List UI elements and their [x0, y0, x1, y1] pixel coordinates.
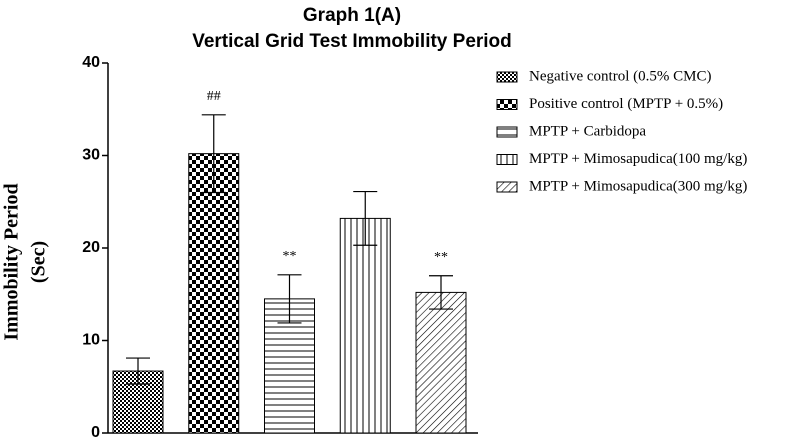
legend-label: MPTP + Mimosapudica(100 mg/kg) — [529, 151, 747, 167]
y-tick-label: 30 — [82, 147, 100, 164]
error-bar — [201, 114, 226, 194]
legend-label: Negative control (0.5% CMC) — [529, 68, 711, 84]
legend-label: Positive control (MPTP + 0.5%) — [529, 96, 723, 112]
annotation: ## — [207, 89, 221, 104]
error-bar — [429, 275, 453, 310]
legend-swatch — [496, 126, 518, 138]
chart-subtitle: Vertical Grid Test Immobility Period — [192, 31, 512, 52]
legend-label: MPTP + Carbidopa — [529, 123, 646, 139]
error-bar — [353, 190, 378, 246]
y-tick-label: 20 — [82, 239, 100, 256]
y-tick-label: 40 — [82, 54, 100, 71]
legend-swatch — [496, 99, 518, 110]
annotation: ** — [434, 250, 448, 265]
error-bar — [277, 274, 302, 324]
legend-swatch — [496, 181, 518, 193]
legend-label: MPTP + Mimosapudica(300 mg/kg) — [529, 178, 747, 194]
y-tick-label: 0 — [91, 424, 100, 439]
legend-swatch — [496, 154, 518, 165]
bar — [339, 217, 391, 434]
error-bar — [126, 357, 150, 385]
chart-title: Graph 1(A) — [303, 5, 401, 26]
bar — [188, 153, 240, 434]
y-axis-label: Immobility Period — [1, 183, 23, 340]
annotation: ** — [283, 249, 297, 264]
legend-swatch — [496, 71, 518, 83]
y-tick-label: 10 — [82, 332, 100, 349]
y-axis-label: (Sec) — [28, 241, 50, 283]
bar — [415, 291, 467, 434]
